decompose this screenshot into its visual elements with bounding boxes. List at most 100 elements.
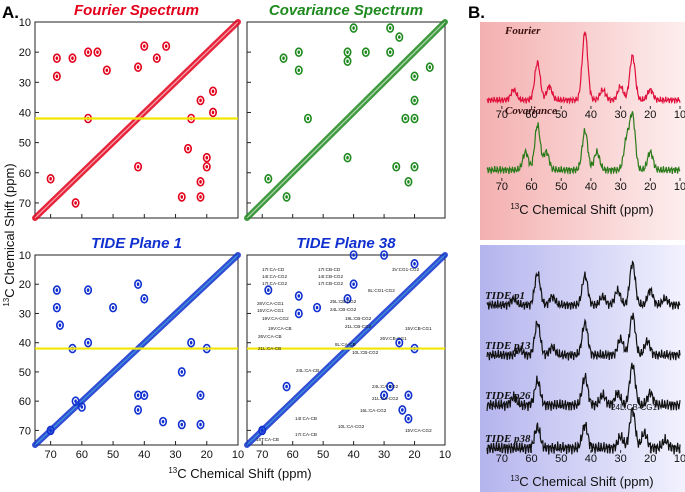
cross-peak: [343, 294, 352, 304]
cross-peak-core: [404, 116, 407, 121]
cross-peak: [386, 23, 395, 33]
trace-name: TIDE p1: [485, 290, 525, 302]
peak-label: 17I:CA-CB: [295, 432, 317, 437]
cross-peak: [386, 47, 395, 57]
y-tick-label: 70: [19, 198, 31, 210]
cross-peak: [52, 53, 61, 63]
cross-peak: [52, 285, 61, 295]
peak-label: 15V:CA-CG2: [405, 428, 432, 433]
cross-peak-core: [74, 399, 77, 403]
cross-peak: [46, 174, 55, 184]
axis-label-sup: 13: [168, 466, 177, 475]
trace: [486, 312, 681, 361]
y-tick-label: 40: [19, 107, 31, 119]
cross-peak: [46, 425, 55, 436]
y-tick-label: 10: [19, 250, 31, 262]
cross-peak-core: [86, 340, 90, 345]
diagonal-core: [34, 21, 239, 219]
cross-peak: [209, 107, 218, 118]
x-tick-label: 60: [287, 449, 299, 461]
cross-peak: [395, 32, 404, 42]
cross-peak: [196, 177, 205, 187]
cross-peak: [71, 396, 80, 406]
cross-peak-core: [199, 393, 202, 398]
y-tick-label: 70: [19, 425, 31, 437]
spectrum-panel: Fourier Spectrum 10 20 30 40 50 60 70: [19, 2, 241, 221]
cross-peak: [343, 56, 352, 67]
cross-peak: [343, 152, 352, 163]
cross-peak-core: [189, 340, 193, 345]
peak-label: 10L:CB-CG2: [352, 350, 379, 355]
cross-peak: [264, 285, 273, 295]
trace-name: Fourier: [504, 25, 541, 37]
cross-peak-core: [346, 155, 349, 160]
trace: [486, 31, 681, 105]
cross-peak-core: [49, 428, 52, 433]
y-tick-label: 30: [19, 308, 31, 320]
cross-peak: [404, 177, 413, 187]
x-tick-label: 30: [378, 449, 390, 461]
peak-label: 25L:CB-CG2: [330, 299, 357, 304]
cross-peak-core: [285, 384, 288, 389]
peak-label: 24L:CA-CB: [296, 368, 319, 373]
cross-peak-core: [49, 177, 52, 181]
peak-label: 10L:CA-CG2: [338, 424, 365, 429]
x-tick-label: 50: [317, 449, 329, 461]
spectrum-title: TIDE Plane 1: [91, 235, 182, 252]
peak-label: 16L:CA-CG2: [360, 408, 387, 413]
cross-peak: [68, 53, 77, 63]
cross-peak: [134, 62, 143, 73]
cross-peak-core: [199, 195, 202, 199]
peak-label: 17I:CB-CG2: [318, 281, 343, 286]
cross-peak-core: [382, 253, 386, 257]
cross-peak-core: [55, 288, 59, 292]
cross-peak: [395, 337, 404, 348]
x-tick-label: 20: [201, 449, 213, 461]
cross-peak: [410, 95, 419, 106]
cross-peak: [410, 71, 419, 82]
cross-peak-core: [55, 74, 59, 79]
cross-peak-core: [407, 416, 410, 421]
cross-peak: [187, 337, 196, 348]
cross-peak: [425, 62, 434, 73]
cross-peak: [398, 405, 407, 415]
cross-peak-core: [105, 68, 109, 73]
x-tick-label: 60: [525, 109, 537, 121]
cross-peak-core: [180, 195, 184, 199]
cross-peak-core: [55, 305, 59, 310]
cross-peak-core: [186, 146, 190, 151]
cross-peak: [102, 65, 111, 76]
cross-peak-core: [398, 340, 401, 345]
cross-peak-core: [297, 50, 301, 54]
peak-label: 17I:CA-CD: [262, 267, 285, 272]
cross-peak-core: [364, 50, 368, 54]
x-tick-label: 40: [585, 109, 597, 121]
axis-label-sup: 13: [510, 474, 519, 483]
cross-peak: [177, 192, 186, 202]
x-tick-label: 10: [674, 181, 685, 193]
cross-peak: [410, 258, 419, 269]
y-tick-label: 10: [19, 17, 31, 29]
cross-peak: [294, 291, 303, 301]
peak-label: 8L:CA-CB: [335, 342, 356, 347]
cross-peak-core: [180, 422, 184, 427]
cross-peak: [294, 65, 303, 76]
cross-peak: [294, 47, 303, 57]
cross-peak-core: [136, 393, 140, 398]
x-tick-label: 60: [525, 181, 537, 193]
cross-peak-core: [205, 164, 209, 169]
cross-peak-core: [143, 44, 146, 48]
cross-peak: [392, 161, 401, 172]
cross-peak: [177, 367, 186, 377]
axis-label-text: C Chemical Shift (ppm): [2, 163, 17, 297]
axis-label-text: C Chemical Shift (ppm): [519, 474, 653, 489]
cross-peak: [343, 47, 352, 57]
cross-peak-core: [346, 50, 349, 54]
cross-peak-core: [155, 56, 159, 60]
axis-label-sup: 13: [2, 297, 11, 306]
y-tick-label: 60: [19, 396, 31, 408]
peak-label: 26V:CA-CB: [258, 334, 282, 339]
cross-peak-core: [136, 65, 140, 70]
cross-peak-core: [96, 50, 99, 54]
